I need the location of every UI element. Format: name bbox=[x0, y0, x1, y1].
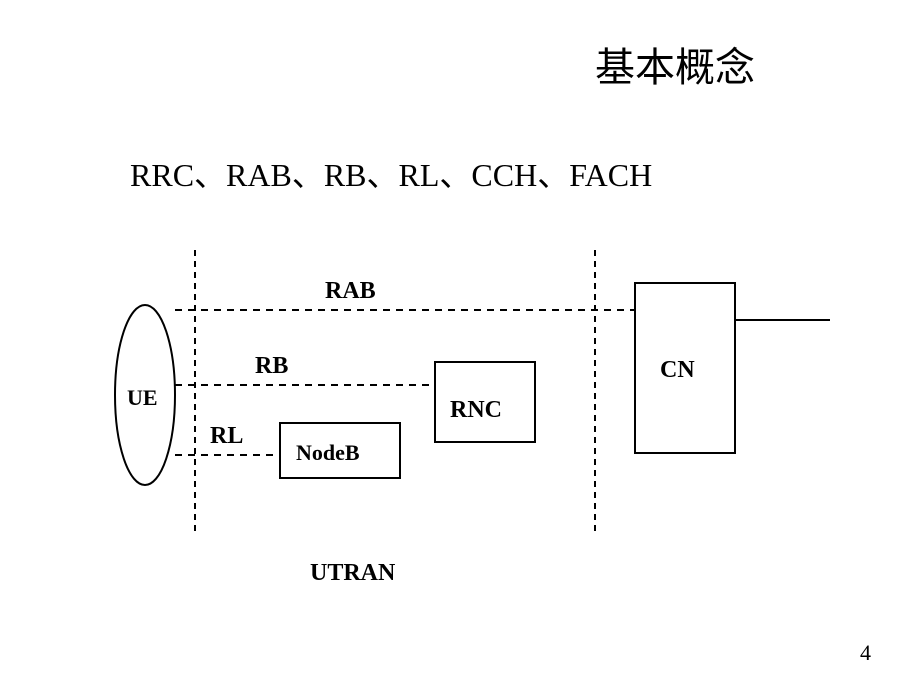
slide: 基本概念 RRC、RAB、RB、RL、CCH、FACH UE NodeB RNC… bbox=[0, 0, 920, 690]
label-ue: UE bbox=[127, 385, 158, 411]
label-rnc: RNC bbox=[450, 397, 502, 424]
label-nodeb: NodeB bbox=[296, 440, 360, 466]
page-number: 4 bbox=[860, 640, 871, 666]
label-rab: RAB bbox=[325, 278, 376, 305]
label-rb: RB bbox=[255, 353, 288, 380]
diagram-svg bbox=[0, 0, 920, 690]
label-cn: CN bbox=[660, 357, 695, 384]
label-utran: UTRAN bbox=[310, 560, 395, 587]
label-rl: RL bbox=[210, 423, 243, 450]
